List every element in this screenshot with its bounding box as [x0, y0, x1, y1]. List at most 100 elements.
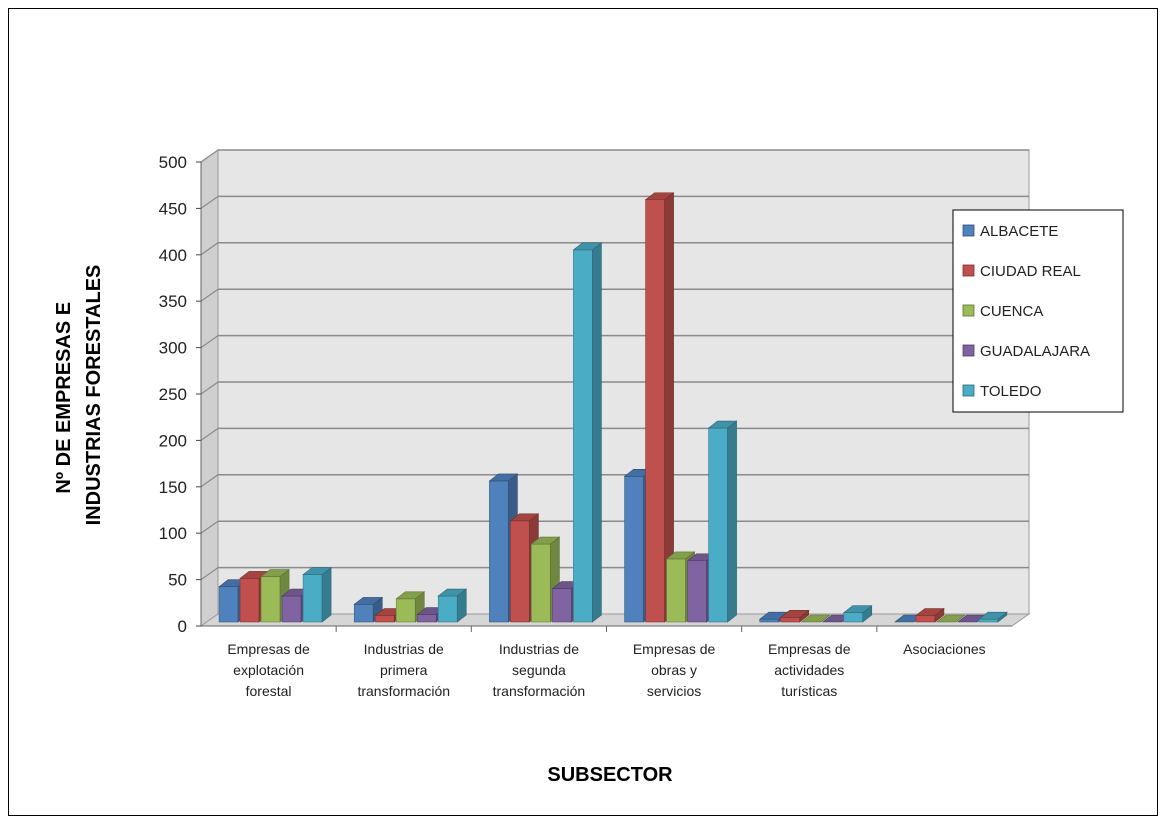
legend-swatch [962, 264, 975, 277]
legend-label: ALBACETE [980, 223, 1058, 240]
y-axis-title: Nº DE EMPRESAS E INDUSTRIAS FORESTALES [53, 265, 105, 526]
bars [218, 192, 1008, 632]
gridlines [200, 149, 1029, 581]
legend-label: GUADALAJARA [980, 343, 1090, 360]
bar-top [572, 242, 603, 251]
bar-front [666, 558, 686, 623]
x-tick-label: Asociaciones [903, 641, 986, 657]
bar-side [727, 420, 737, 623]
y-axis-ticks: 0 50 100 150 200 250 300 350 400 450 500 [159, 153, 1012, 636]
x-tick-label-line: Industrias de [364, 641, 444, 657]
bar-top [665, 551, 696, 560]
bar-front [437, 595, 458, 623]
bar-front [687, 560, 707, 623]
gridline-side [200, 381, 219, 395]
legend: ALBACETE CIUDAD REAL CUENCA GUADALAJARA TOLE… [952, 209, 1124, 413]
bar-top [395, 591, 426, 600]
x-tick-label-line: actividades [774, 662, 844, 678]
bar-ciudad-real [779, 609, 810, 623]
bar-front [708, 427, 728, 623]
bar-toledo [842, 605, 873, 623]
gridline-side [200, 335, 219, 349]
bar-front [281, 595, 302, 623]
y-tick-label: 400 [159, 246, 187, 265]
legend-label: CUENCA [980, 303, 1043, 320]
gridline-side [200, 242, 219, 256]
bar-front [395, 598, 416, 623]
y-tick-label: 250 [159, 385, 187, 404]
legend-box [952, 209, 1124, 413]
y-tick-label: 300 [159, 339, 187, 358]
x-axis-title: SUBSECTOR [547, 764, 673, 786]
x-tick-label-line: forestal [246, 683, 292, 699]
bar-top [488, 473, 519, 482]
bar-toledo [707, 420, 738, 623]
gridline-side [200, 567, 219, 581]
y-tick-label: 200 [159, 431, 187, 450]
bar-top [437, 588, 468, 597]
gridline-side [200, 288, 219, 302]
x-tick-label: Empresas de actividades turísticas [768, 641, 851, 699]
bar-cuenca [936, 614, 966, 623]
x-axis-categories: Empresas de explotación forestal Industrias… [227, 641, 985, 699]
x-tick-label: Empresas de explotación forestal [227, 641, 310, 699]
x-tick-label-line: primera [380, 662, 428, 678]
y-tick-label: 100 [159, 524, 187, 543]
bar-front [531, 543, 551, 623]
bar-front [218, 586, 239, 623]
chart-walls [199, 149, 1031, 627]
bar-front [759, 618, 780, 623]
x-tick-label-line: Empresas de [227, 641, 310, 657]
legend-label: CIUDAD REAL [980, 263, 1081, 280]
bar-top [779, 610, 810, 618]
bar-top [644, 192, 675, 201]
gridline-side [200, 520, 219, 534]
x-tick-label-line: Empresas de [633, 641, 716, 657]
bar-top [353, 597, 384, 605]
bar-top [842, 605, 873, 614]
y-tick-label: 500 [159, 153, 187, 172]
bar-front [260, 576, 281, 623]
bar-front [915, 615, 936, 623]
x-tick-label-line: turísticas [781, 683, 837, 699]
bar-top [302, 567, 332, 575]
bar-toledo [302, 567, 332, 623]
x-tick-label-line: servicios [647, 683, 701, 699]
bar-top [800, 614, 831, 623]
x-tick-label-line: Industrias de [499, 641, 579, 657]
x-tick-label-line: transformación [493, 683, 586, 699]
bar-front [353, 604, 374, 623]
y-tick-label: 150 [159, 478, 187, 497]
x-tick-label-line: explotación [233, 662, 304, 678]
bar-front [489, 480, 509, 623]
bar-front [645, 199, 665, 623]
x-tick-label: Empresas de obras y servicios [633, 641, 716, 699]
y-tick-label: 350 [159, 292, 187, 311]
bar-front [374, 615, 395, 623]
bar-toledo [572, 242, 603, 623]
gridline-side [200, 195, 219, 209]
bar-top [509, 513, 540, 522]
y-tick-label: 450 [159, 199, 187, 218]
bar-side [321, 567, 332, 623]
bar-side [592, 242, 602, 623]
legend-swatch [962, 304, 975, 317]
bar-top [530, 536, 561, 545]
x-tick-label-line: obras y [651, 662, 697, 678]
bar-front [624, 476, 644, 623]
bar-top [978, 611, 1008, 620]
y-axis-title-line-1: Nº DE EMPRESAS E [53, 302, 75, 494]
bar-toledo [437, 588, 468, 623]
y-axis-title-line-2: INDUSTRIAS FORESTALES [83, 265, 105, 526]
gridline-side [200, 474, 219, 488]
bar-ciudad-real [915, 607, 945, 623]
bar-ciudad-real [644, 192, 675, 623]
bar-top [260, 569, 290, 577]
legend-label: TOLEDO [980, 383, 1041, 400]
bar-front [416, 614, 437, 623]
bar-front [843, 612, 864, 623]
x-tick-label: Industrias de segunda transformación [493, 641, 586, 699]
gridline-side [200, 427, 219, 441]
bar-front [573, 249, 593, 623]
